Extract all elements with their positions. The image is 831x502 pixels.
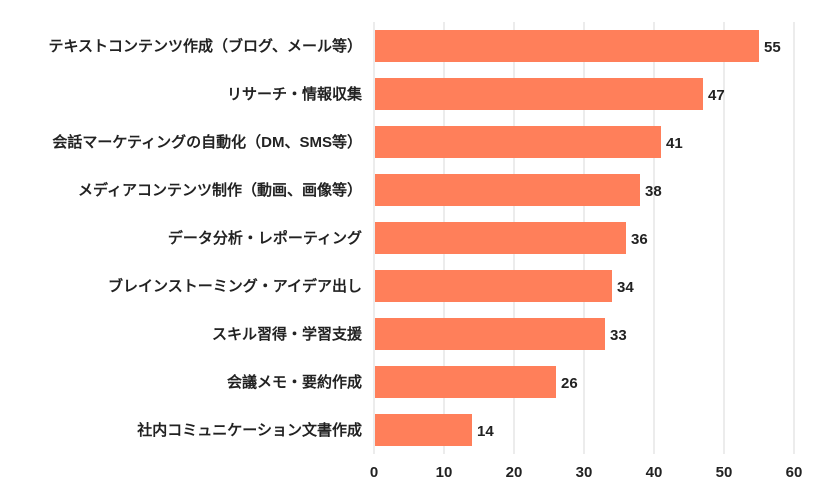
x-tick-label: 20 [506,464,523,481]
x-tick-label: 40 [646,464,663,481]
bar [375,174,640,206]
category-label: テキストコンテンツ作成（ブログ、メール等） [48,37,362,55]
data-label: 55 [764,39,781,56]
data-label: 26 [561,375,578,392]
category-label: メディアコンテンツ制作（動画、画像等） [78,181,362,199]
data-label: 47 [708,87,725,104]
x-tick-label: 60 [786,464,803,481]
data-label: 33 [610,327,627,344]
data-label: 34 [617,279,634,296]
x-tick-label: 0 [370,464,378,481]
data-label: 14 [477,423,494,440]
category-label: ブレインストーミング・アイデア出し [108,277,362,295]
bar [375,222,626,254]
category-label: 会話マーケティングの自動化（DM、SMS等） [52,133,362,151]
category-label: データ分析・レポーティング [168,229,362,247]
data-label: 38 [645,183,662,200]
bar [375,126,661,158]
category-label: リサーチ・情報収集 [227,85,363,103]
bar [375,270,612,302]
data-label: 41 [666,135,683,152]
bar [375,30,759,62]
x-tick-label: 50 [716,464,733,481]
bar [375,318,605,350]
bar [375,414,472,446]
category-label: 社内コミュニケーション文書作成 [136,421,362,439]
x-tick-label: 10 [436,464,453,481]
category-label: 会議メモ・要約作成 [227,373,362,391]
data-label: 36 [631,231,648,248]
bar [375,366,556,398]
category-label: スキル習得・学習支援 [212,325,363,343]
bar [375,78,703,110]
x-tick-label: 30 [576,464,593,481]
